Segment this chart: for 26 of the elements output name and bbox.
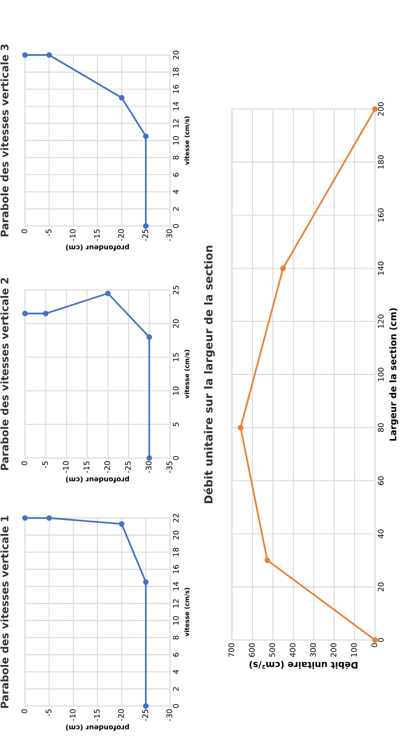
point [372, 106, 378, 112]
text: Parabole des vitesses verticale 1 [0, 516, 8, 708]
point [22, 310, 28, 316]
point [22, 515, 28, 521]
point [143, 133, 149, 140]
point [146, 455, 152, 461]
point [46, 515, 52, 521]
point [143, 223, 149, 229]
point [280, 266, 286, 272]
point [143, 703, 149, 709]
text: Parabole des vitesses verticale 2 [0, 278, 8, 470]
point [143, 579, 149, 585]
point [118, 94, 124, 101]
point [146, 334, 152, 340]
point [46, 52, 52, 58]
y-axis-title: Largeur de la section (cm) [389, 308, 398, 441]
point [118, 521, 124, 527]
point [238, 424, 244, 430]
point [105, 290, 111, 296]
point [22, 52, 28, 58]
point [42, 310, 48, 316]
point [264, 558, 270, 564]
point [372, 637, 378, 643]
x-axis-title: Débit unitaire (cm²/s) [250, 660, 358, 670]
text: Débit unitaire sur la largeur de la section [204, 246, 215, 504]
text: Parabole des vitesses verticale 3 [0, 44, 8, 236]
